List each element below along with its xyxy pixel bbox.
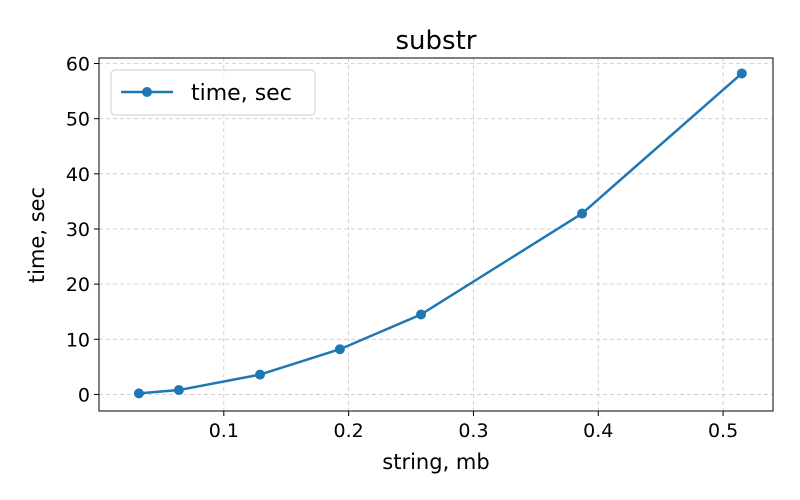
x-tick-label: 0.1: [209, 420, 239, 442]
y-tick-label: 20: [66, 274, 90, 296]
data-point: [173, 385, 184, 396]
x-axis: 0.1 0.2 0.3 0.4 0.5: [209, 411, 738, 442]
x-axis-label: string, mb: [382, 450, 489, 474]
data-point: [736, 68, 747, 79]
x-tick-label: 0.3: [458, 420, 488, 442]
y-axis-label: time, sec: [25, 187, 49, 283]
data-point: [255, 369, 266, 380]
legend-point-marker: [142, 87, 152, 97]
grid: [99, 58, 773, 411]
chart-title: substr: [396, 26, 477, 56]
x-tick-label: 0.5: [708, 420, 738, 442]
data-point: [133, 388, 144, 399]
data-point: [334, 344, 345, 355]
data-point: [577, 208, 588, 219]
y-axis: 0 10 20 30 40 50 60: [66, 54, 99, 406]
legend-box: [110, 69, 316, 116]
x-tick-label: 0.2: [334, 420, 364, 442]
y-tick-label: 40: [66, 164, 90, 186]
y-tick-label: 60: [66, 54, 90, 76]
y-tick-label: 50: [66, 109, 90, 131]
y-tick-label: 0: [78, 384, 90, 406]
legend: time, sec: [110, 69, 316, 116]
x-tick-label: 0.4: [583, 420, 613, 442]
series-layer: [133, 68, 747, 399]
y-tick-label: 30: [66, 219, 90, 241]
plot-area-frame: [98, 57, 774, 412]
legend-entry-label: time, sec: [191, 81, 292, 106]
series-line: [138, 72, 743, 395]
data-point: [416, 309, 427, 320]
y-tick-label: 10: [66, 329, 90, 351]
